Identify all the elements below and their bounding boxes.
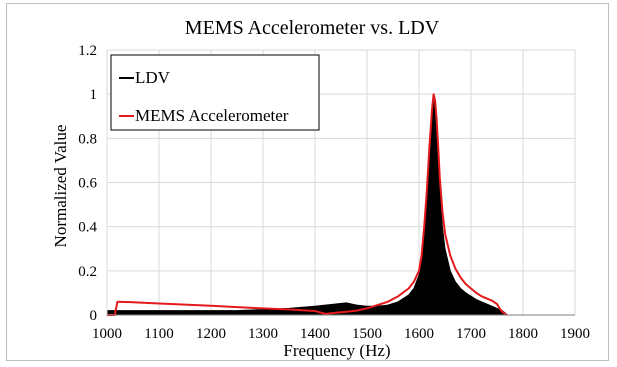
legend: LDV MEMS Accelerometer bbox=[110, 54, 320, 131]
legend-label-mems: MEMS Accelerometer bbox=[135, 106, 289, 125]
x-tick-label-1500: 1500 bbox=[352, 326, 382, 342]
grid bbox=[107, 49, 576, 315]
x-tick-label-1900: 1900 bbox=[560, 326, 590, 342]
tick-labels: 1000 1100 1200 1300 1400 1500 1600 1700 1800 1900… bbox=[78, 43, 590, 342]
x-tick-label-1000: 1000 bbox=[92, 326, 122, 342]
chart-frame: MEMS Accelerometer vs. LDV 1000 1100 1200 1… bbox=[6, 3, 609, 361]
legend-label-ldv: LDV bbox=[135, 68, 171, 87]
x-axis-label: Frequency (Hz) bbox=[283, 341, 390, 360]
x-tick-label-1400: 1400 bbox=[300, 326, 330, 342]
x-tick-label-1200: 1200 bbox=[196, 326, 226, 342]
y-tick-label-0.8: 0.8 bbox=[78, 131, 97, 147]
x-tick-label-1300: 1300 bbox=[248, 326, 278, 342]
y-tick-label-1.2: 1.2 bbox=[78, 43, 97, 59]
x-tick-label-1800: 1800 bbox=[508, 326, 538, 342]
x-tick-label-1600: 1600 bbox=[404, 326, 434, 342]
series-mems-accelerometer bbox=[107, 93, 508, 316]
y-tick-label-1: 1 bbox=[90, 87, 98, 103]
y-tick-label-0.6: 0.6 bbox=[78, 176, 97, 192]
y-tick-label-0: 0 bbox=[90, 308, 98, 324]
axes bbox=[106, 50, 575, 316]
y-tick-label-0.4: 0.4 bbox=[78, 220, 97, 236]
x-tick-label-1100: 1100 bbox=[144, 326, 173, 342]
legend-box bbox=[110, 54, 320, 131]
y-axis-label: Normalized Value bbox=[51, 125, 70, 248]
chart-svg: MEMS Accelerometer vs. LDV 1000 1100 1200 1… bbox=[51, 17, 590, 360]
chart-title: MEMS Accelerometer vs. LDV bbox=[185, 17, 440, 39]
y-tick-label-0.2: 0.2 bbox=[78, 264, 97, 280]
x-tick-label-1700: 1700 bbox=[456, 326, 486, 342]
series-layer bbox=[106, 93, 509, 316]
